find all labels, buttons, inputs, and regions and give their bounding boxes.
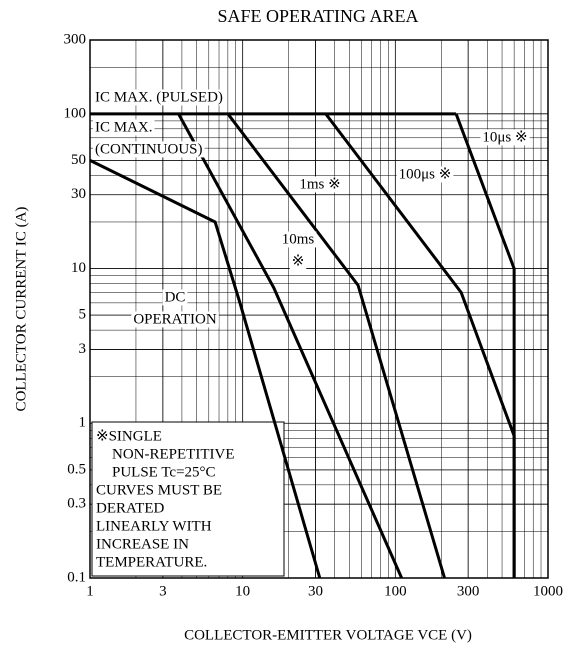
note-line: LINEARLY WITH [96, 518, 212, 534]
annotation-background [131, 311, 219, 328]
x-tick-label: 300 [457, 583, 480, 599]
curve [89, 159, 322, 579]
annotation: ※ [292, 253, 305, 269]
x-tick-label: 10 [235, 583, 250, 599]
y-tick-label: 1 [79, 415, 87, 431]
note-background [91, 421, 285, 577]
annotation-background [289, 253, 307, 270]
y-tick-label: 10 [71, 260, 86, 276]
annotation-background [93, 119, 155, 136]
annotation: (CONTINUOUS) [95, 141, 203, 157]
note-line: DERATED [96, 500, 164, 516]
curve [324, 112, 516, 578]
annotation-background [93, 89, 225, 106]
note-line: TEMPERATURE. [96, 554, 207, 570]
annotation: IC MAX. (PULSED) [95, 89, 223, 105]
curve [226, 112, 446, 579]
y-tick-label: 0.1 [67, 569, 86, 585]
x-tick-label: 1000 [533, 583, 563, 599]
annotation-background [396, 166, 454, 183]
annotation-background [93, 141, 205, 158]
annotation-background [480, 129, 530, 146]
x-tick-label: 30 [308, 583, 323, 599]
y-tick-label: 30 [71, 186, 86, 202]
y-tick-label: 5 [79, 307, 87, 323]
annotation: 10ms [282, 231, 315, 247]
y-tick-label: 3 [79, 341, 87, 357]
annotation: 10μs ※ [482, 129, 527, 145]
y-tick-label: 0.5 [67, 461, 86, 477]
chart-title: SAFE OPERATING AREA [217, 6, 418, 26]
y-tick-label: 300 [64, 31, 87, 47]
annotation-background [297, 176, 343, 193]
x-axis-label: COLLECTOR-EMITTER VOLTAGE VCE (V) [184, 627, 472, 643]
x-tick-label: 1 [86, 583, 94, 599]
annotation-background [279, 231, 317, 248]
note-line: ※SINGLE [96, 428, 162, 444]
note-line: NON-REPETITIVE [112, 446, 234, 462]
y-tick-label: 50 [71, 152, 86, 168]
annotation: 1ms ※ [299, 176, 340, 192]
annotation: IC MAX. [95, 119, 153, 135]
note-line: PULSE Tc=25°C [112, 464, 216, 480]
annotation: 100μs ※ [399, 166, 452, 182]
y-tick-label: 0.3 [67, 496, 86, 512]
note-line: CURVES MUST BE [96, 482, 222, 498]
curve [454, 113, 516, 578]
annotation: OPERATION [133, 311, 217, 327]
annotation: DC [165, 289, 186, 305]
annotation-background [162, 289, 188, 306]
curve [177, 113, 404, 579]
x-tick-label: 100 [384, 583, 407, 599]
y-axis-label: COLLECTOR CURRENT IC (A) [13, 207, 29, 412]
note-box: ※SINGLE NON-REPETITIVE PULSE Tc=25°C CURVES… [91, 421, 285, 577]
x-tick-label: 3 [159, 583, 167, 599]
note-line: INCREASE IN [96, 536, 189, 552]
y-tick-label: 100 [64, 105, 87, 121]
